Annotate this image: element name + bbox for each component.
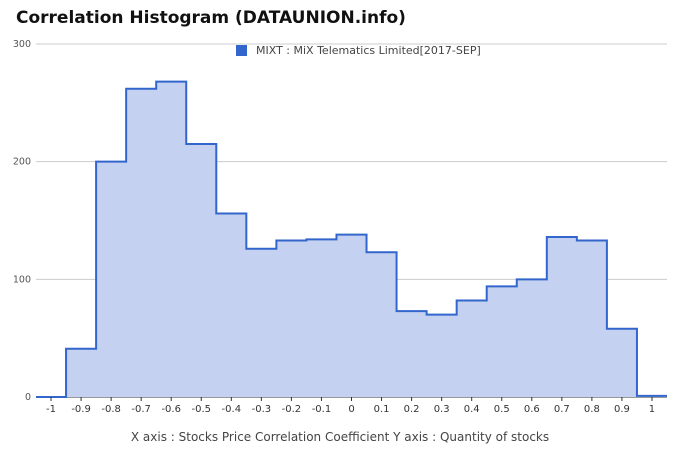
x-tick-label: 0.3 bbox=[434, 404, 450, 415]
histogram-area bbox=[36, 81, 667, 398]
x-tick-label: -1 bbox=[46, 404, 56, 415]
x-tick-labels: -1 -0.9 -0.8 -0.7 -0.6 -0.5 -0.4 -0.3 -0.2 -0.1 0 0… bbox=[46, 404, 655, 415]
histogram-line bbox=[36, 80, 667, 398]
x-tick-label: 0.5 bbox=[494, 404, 510, 415]
legend-swatch bbox=[236, 45, 247, 56]
x-tick-label: 0.8 bbox=[584, 404, 600, 415]
x-tick-label: -0.1 bbox=[312, 404, 332, 415]
y-tick-label: 300 bbox=[13, 39, 31, 50]
x-tick-label: 0.1 bbox=[374, 404, 390, 415]
x-tick-label: 0 bbox=[348, 404, 354, 415]
x-tick-label: 0.2 bbox=[404, 404, 420, 415]
axis-caption: X axis : Stocks Price Correlation Coeffi… bbox=[130, 430, 550, 444]
legend-label: MIXT : MiX Telematics Limited[2017-SEP] bbox=[256, 44, 481, 57]
x-tick-label: -0.3 bbox=[252, 404, 272, 415]
y-tick-labels: 0 100 200 300 bbox=[13, 39, 31, 403]
x-tick-label: 0.4 bbox=[464, 404, 480, 415]
y-tick-label: 200 bbox=[13, 157, 31, 168]
axis-ticks bbox=[50, 397, 653, 401]
x-tick-label: 0.6 bbox=[524, 404, 540, 415]
chart-title: Correlation Histogram (DATAUNION.info) bbox=[16, 8, 406, 28]
x-tick-label: 0.9 bbox=[614, 404, 630, 415]
x-tick-label: -0.9 bbox=[71, 404, 91, 415]
x-tick-label: -0.6 bbox=[161, 404, 181, 415]
legend[interactable]: MIXT : MiX Telematics Limited[2017-SEP] bbox=[236, 44, 481, 57]
x-tick-label: -0.7 bbox=[131, 404, 151, 415]
x-tick-label: -0.2 bbox=[282, 404, 302, 415]
x-tick-label: -0.8 bbox=[101, 404, 121, 415]
x-tick-label: 0.7 bbox=[554, 404, 570, 415]
x-tick-label: -0.4 bbox=[222, 404, 242, 415]
x-tick-label: 1 bbox=[649, 404, 655, 415]
x-tick-label: -0.5 bbox=[192, 404, 212, 415]
y-tick-label: 0 bbox=[25, 392, 31, 403]
y-tick-label: 100 bbox=[13, 274, 31, 285]
